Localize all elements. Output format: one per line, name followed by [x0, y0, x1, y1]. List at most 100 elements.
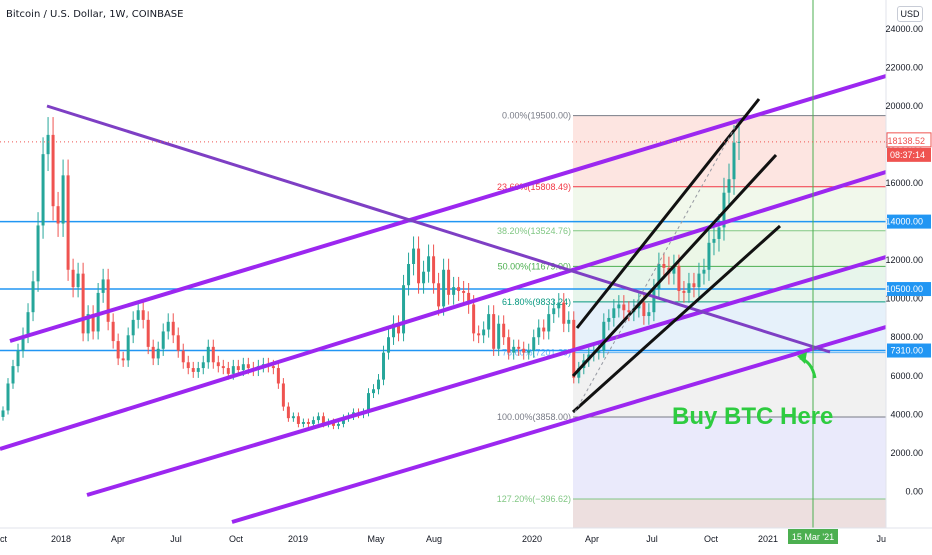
candle-body — [727, 179, 731, 193]
candle-body — [166, 321, 170, 332]
x-tick-label: Jul — [170, 534, 182, 544]
current-price-tag — [886, 132, 932, 148]
candle-body — [657, 264, 661, 290]
candle-body — [497, 323, 501, 349]
candle-body — [186, 362, 190, 369]
candle-body — [407, 264, 411, 286]
candle-body — [11, 366, 15, 384]
y-axis: 24000.0022000.0020000.0018000.0016000.00… — [885, 0, 932, 550]
candle-body — [547, 314, 551, 332]
candle-body — [291, 416, 295, 419]
candle-body — [236, 366, 240, 370]
candle-body — [512, 346, 516, 353]
candle-body — [141, 310, 145, 320]
candle-body — [301, 422, 305, 424]
candle-body — [116, 341, 120, 359]
candle-body — [612, 308, 616, 318]
candle-body — [627, 310, 631, 313]
x-tick-label: Oct — [704, 534, 719, 544]
level-price-label: 14000.00 — [885, 217, 923, 227]
y-tick-label: 12000.00 — [885, 255, 923, 265]
candle-body — [642, 302, 646, 317]
candle-body — [136, 310, 140, 320]
fib-zone — [573, 115, 886, 187]
fibonacci-retracement: 0.00%(19500.00) 23.60%(15808.49) 38.20%(13… — [497, 111, 886, 528]
countdown-label: 08:37:14 — [890, 150, 925, 160]
candle-body — [577, 368, 581, 378]
level-price-tag — [887, 214, 931, 229]
candle-body — [457, 287, 461, 291]
candle-body — [366, 393, 370, 413]
x-tick-label: Jul — [646, 534, 658, 544]
candle-body — [176, 335, 180, 351]
level-price-label: 7310.00 — [890, 346, 923, 356]
candle-body — [427, 256, 431, 272]
candle-body — [16, 350, 20, 367]
candle-body — [196, 368, 200, 372]
candle-body — [482, 329, 486, 336]
candle-body — [191, 368, 195, 372]
candle-body — [517, 346, 521, 349]
candle-body — [562, 302, 566, 324]
candle-body — [46, 134, 50, 155]
candle-body — [86, 314, 90, 334]
candle-body — [597, 350, 601, 353]
candle-body — [412, 248, 416, 264]
date-marker-label: 15 Mar '21 — [792, 532, 834, 542]
fib-level-label: 0.00%(19500.00) — [502, 111, 571, 121]
candle-body — [131, 319, 135, 336]
candle-body — [316, 416, 320, 421]
fib-zone — [573, 186, 886, 231]
candle-body — [382, 352, 386, 380]
candle-body — [552, 308, 556, 315]
candle-body — [271, 366, 275, 369]
candle-body — [522, 348, 526, 353]
candle-body — [617, 304, 621, 309]
channel-line — [86, 255, 887, 497]
candle-body — [216, 362, 220, 367]
candle-body — [387, 337, 391, 353]
fib-zone — [573, 499, 886, 528]
fib-level-label: 50.00%(11679.00) — [498, 261, 571, 271]
candle-body — [26, 312, 30, 336]
fib-level-label: 23.60%(15808.49) — [497, 182, 571, 192]
candle-body — [677, 265, 681, 291]
candle-body — [101, 279, 105, 293]
candle-body — [206, 346, 210, 363]
x-tick-label: 2021 — [758, 534, 778, 544]
x-tick-label: Ju — [876, 534, 886, 544]
candle-body — [567, 319, 571, 324]
candle-body — [607, 317, 611, 322]
candle-body — [692, 283, 696, 288]
candle-body — [672, 265, 676, 274]
candle-body — [417, 248, 421, 284]
candle-body — [61, 175, 65, 224]
candle-body — [392, 323, 396, 338]
candle-body — [377, 379, 381, 390]
y-tick-label: 2000.00 — [890, 448, 923, 458]
candle-body — [602, 321, 606, 351]
candle-body — [201, 362, 205, 369]
x-tick-label: Aug — [426, 534, 442, 544]
candle-body — [91, 314, 95, 332]
candle-body — [181, 350, 185, 363]
candle-body — [662, 264, 666, 268]
candle-body — [462, 290, 466, 293]
candle-body — [432, 256, 436, 284]
candle-body — [557, 302, 561, 309]
candle-body — [276, 368, 280, 384]
currency-selector-button[interactable]: USD — [897, 6, 923, 22]
candle-body — [712, 238, 716, 243]
x-tick-label: 2019 — [288, 534, 308, 544]
channel-line-black — [571, 153, 778, 378]
candle-body — [1, 410, 5, 417]
candle-body — [226, 368, 230, 374]
fib-trend-line — [574, 119, 740, 413]
fib-level-label: 127.20%(−396.62) — [497, 494, 571, 504]
y-tick-label: 16000.00 — [885, 178, 923, 188]
candle-body — [111, 321, 115, 342]
candle-body — [472, 304, 476, 334]
candle-body — [71, 269, 75, 288]
